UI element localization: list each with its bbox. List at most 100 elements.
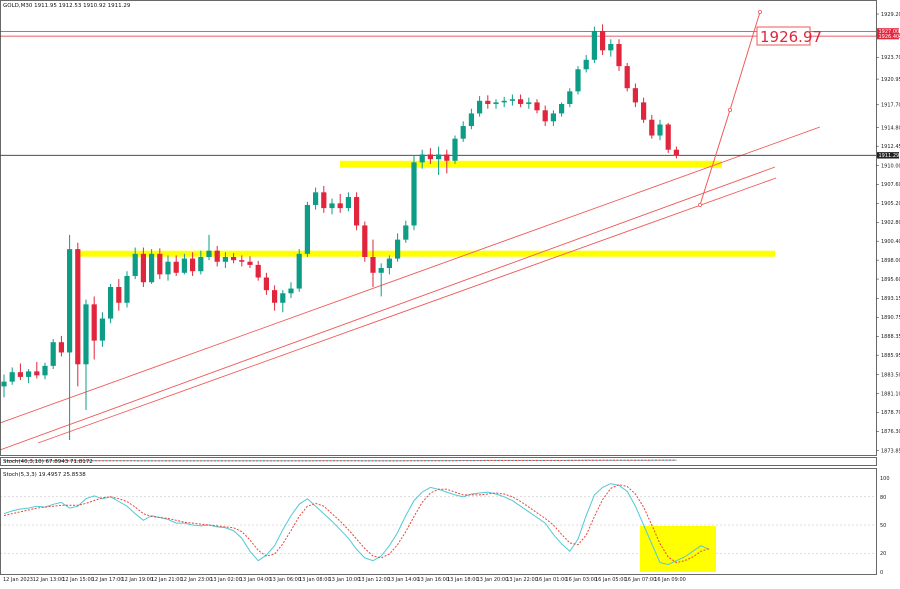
y-tick-label: 1876.30 xyxy=(881,429,900,435)
x-tick-label: 13 Jan 06:00 xyxy=(269,577,301,583)
y-tick-label: 1920.95 xyxy=(881,77,900,83)
candle-body xyxy=(469,113,474,126)
y-tick-label: 1885.95 xyxy=(881,353,900,359)
candle-body xyxy=(674,150,679,156)
candle-body xyxy=(313,192,318,205)
symbol-header: GOLD,M30 1911.95 1912.53 1910.92 1911.29 xyxy=(3,3,131,9)
projection-point-start xyxy=(698,203,701,206)
price-box-text: 1926.40 xyxy=(879,34,900,40)
y-tick-label: 1881.10 xyxy=(881,391,900,397)
x-tick-label: 13 Jan 20:00 xyxy=(477,577,509,583)
candle-body xyxy=(190,259,195,272)
candle-body xyxy=(370,257,375,273)
candle-body xyxy=(510,99,515,101)
x-tick-label: 13 Jan 18:00 xyxy=(447,577,479,583)
candle-body xyxy=(436,154,441,159)
candle-body xyxy=(157,254,162,275)
candle-body xyxy=(608,44,613,50)
price-box-text: 1911.29 xyxy=(879,153,900,159)
projection-point-mid xyxy=(728,108,731,111)
x-tick-label: 13 Jan 02:00 xyxy=(210,577,242,583)
x-tick-label: 12 Jan 17:00 xyxy=(92,577,124,583)
candle-body xyxy=(551,113,556,121)
candle-body xyxy=(518,99,523,104)
target-price-text: 1926.97 xyxy=(760,28,822,46)
candle-body xyxy=(600,31,605,50)
y-tick-label: 1888.35 xyxy=(881,334,900,340)
candle-body xyxy=(42,366,47,375)
projection-point-end xyxy=(758,10,761,13)
price-box: 1911.29 xyxy=(877,152,899,159)
candle-body xyxy=(543,110,548,121)
candle-body xyxy=(321,192,326,208)
candle-body xyxy=(461,126,466,139)
y-tick-label: 1893.15 xyxy=(881,296,900,302)
stoch2-y-label: 0 xyxy=(880,570,883,576)
x-tick-label: 12 Jan 19:00 xyxy=(121,577,153,583)
candle-body xyxy=(329,203,334,208)
candle-body xyxy=(59,342,64,352)
candle-body xyxy=(174,262,179,273)
candle-body xyxy=(198,257,203,271)
candle-body xyxy=(18,372,23,377)
candle xyxy=(108,284,113,323)
x-tick-label: 12 Jan 15:00 xyxy=(62,577,94,583)
candle-body xyxy=(567,91,572,104)
x-tick-label: 13 Jan 10:00 xyxy=(329,577,361,583)
stoch1-label: Stoch(40,3,10) 67.8943 71.8172 xyxy=(3,459,93,465)
x-tick-label: 13 Jan 12:00 xyxy=(358,577,390,583)
target-label[interactable]: 1926.97 xyxy=(757,27,822,46)
candle-body xyxy=(641,102,646,119)
candle-body xyxy=(444,154,449,160)
candle xyxy=(575,66,580,94)
candle-body xyxy=(215,251,220,262)
x-tick-label: 16 Jan 01:00 xyxy=(536,577,568,583)
x-tick-label: 13 Jan 08:00 xyxy=(299,577,331,583)
candle-body xyxy=(26,371,31,377)
candle-body xyxy=(182,259,187,273)
candle-body xyxy=(1,382,6,387)
candle xyxy=(51,339,56,369)
stoch2-y-label: 20 xyxy=(880,551,886,557)
x-tick-label: 16 Jan 07:00 xyxy=(625,577,657,583)
stoch2-y-label: 80 xyxy=(880,495,886,501)
y-tick-label: 1929.20 xyxy=(881,12,900,18)
candle-body xyxy=(149,254,154,282)
candle-body xyxy=(141,254,146,282)
candle-body xyxy=(280,293,285,302)
y-tick-label: 1895.60 xyxy=(881,277,900,283)
candle-body xyxy=(338,203,343,208)
candle-body xyxy=(10,372,15,381)
candle xyxy=(666,123,671,153)
candle-body xyxy=(411,162,416,225)
x-tick-label: 12 Jan 23:00 xyxy=(181,577,213,583)
y-tick-label: 1878.70 xyxy=(881,410,900,416)
candle xyxy=(149,249,154,284)
x-tick-label: 13 Jan 14:00 xyxy=(388,577,420,583)
candle xyxy=(616,39,621,71)
candle-body xyxy=(575,69,580,91)
candle xyxy=(362,222,367,262)
candle-body xyxy=(346,197,351,208)
candle-body xyxy=(362,225,367,257)
candle-body xyxy=(625,66,630,88)
candle-body xyxy=(428,154,433,159)
candle-body xyxy=(165,262,170,275)
y-tick-label: 1912.45 xyxy=(881,144,900,150)
y-tick-label: 1905.20 xyxy=(881,201,900,207)
candle-body xyxy=(297,254,302,289)
y-tick-label: 1910.00 xyxy=(881,163,900,169)
candle-body xyxy=(272,290,277,303)
candle-body xyxy=(264,278,269,291)
candle-body xyxy=(133,254,138,276)
y-tick-label: 1898.00 xyxy=(881,258,900,264)
candle-body xyxy=(100,319,105,341)
y-tick-label: 1907.60 xyxy=(881,182,900,188)
candle-body xyxy=(666,124,671,149)
candle xyxy=(592,27,597,63)
candle xyxy=(625,63,630,91)
candle-body xyxy=(592,31,597,59)
